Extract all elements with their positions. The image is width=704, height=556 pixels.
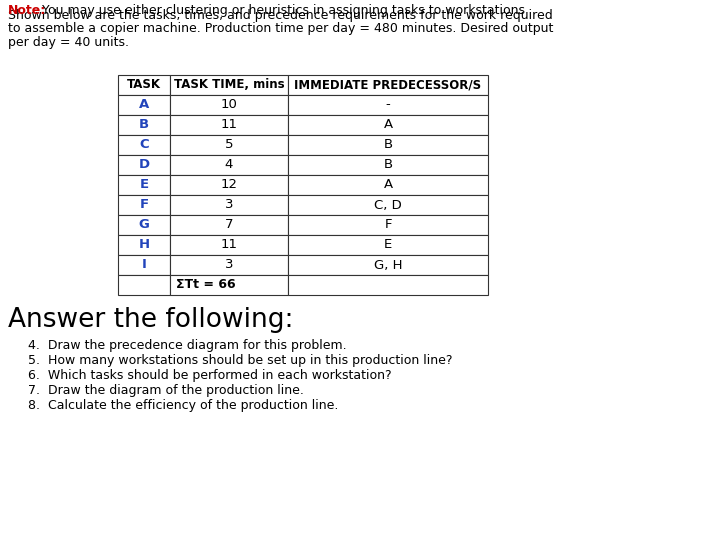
Text: Answer the following:: Answer the following: bbox=[8, 307, 294, 333]
Bar bbox=[118, 75, 170, 95]
Bar bbox=[170, 175, 288, 195]
Bar bbox=[170, 75, 288, 95]
Bar bbox=[118, 235, 170, 255]
Text: A: A bbox=[384, 178, 393, 191]
Text: I: I bbox=[142, 259, 146, 271]
Bar bbox=[288, 175, 488, 195]
Bar bbox=[170, 135, 288, 155]
Text: F: F bbox=[384, 219, 391, 231]
Text: G: G bbox=[139, 219, 149, 231]
Bar bbox=[170, 115, 288, 135]
Text: ΣTt = 66: ΣTt = 66 bbox=[176, 279, 236, 291]
Text: 6.  Which tasks should be performed in each workstation?: 6. Which tasks should be performed in ea… bbox=[28, 369, 391, 382]
Bar bbox=[288, 235, 488, 255]
Text: A: A bbox=[139, 98, 149, 112]
Bar bbox=[170, 155, 288, 175]
Text: to assemble a copier machine. Production time per day = 480 minutes. Desired out: to assemble a copier machine. Production… bbox=[8, 22, 553, 35]
Text: A: A bbox=[384, 118, 393, 132]
Bar bbox=[118, 135, 170, 155]
Text: 4.  Draw the precedence diagram for this problem.: 4. Draw the precedence diagram for this … bbox=[28, 339, 346, 352]
Text: -: - bbox=[386, 98, 391, 112]
Text: 4: 4 bbox=[225, 158, 233, 171]
Bar bbox=[170, 195, 288, 215]
Text: C: C bbox=[139, 138, 149, 151]
Bar bbox=[288, 255, 488, 275]
Bar bbox=[288, 275, 488, 295]
Text: 11: 11 bbox=[220, 239, 237, 251]
Text: 3: 3 bbox=[225, 259, 233, 271]
Bar bbox=[170, 95, 288, 115]
Text: G, H: G, H bbox=[374, 259, 402, 271]
Bar bbox=[118, 275, 170, 295]
Text: 7.  Draw the diagram of the production line.: 7. Draw the diagram of the production li… bbox=[28, 384, 304, 397]
Text: 10: 10 bbox=[220, 98, 237, 112]
Text: 12: 12 bbox=[220, 178, 237, 191]
Bar bbox=[118, 155, 170, 175]
Bar bbox=[118, 95, 170, 115]
Text: 5.  How many workstations should be set up in this production line?: 5. How many workstations should be set u… bbox=[28, 354, 453, 367]
Bar bbox=[288, 135, 488, 155]
Bar bbox=[118, 115, 170, 135]
Text: 7: 7 bbox=[225, 219, 233, 231]
Bar bbox=[118, 215, 170, 235]
Bar bbox=[170, 235, 288, 255]
Bar bbox=[170, 275, 288, 295]
Text: Shown below are the tasks, times, and precedence requirements for the work requi: Shown below are the tasks, times, and pr… bbox=[8, 9, 553, 22]
Bar bbox=[288, 75, 488, 95]
Text: B: B bbox=[384, 138, 393, 151]
Text: B: B bbox=[139, 118, 149, 132]
Text: Note:: Note: bbox=[8, 4, 46, 17]
Text: IMMEDIATE PREDECESSOR/S: IMMEDIATE PREDECESSOR/S bbox=[294, 78, 482, 92]
Bar bbox=[170, 255, 288, 275]
Text: 3: 3 bbox=[225, 198, 233, 211]
Text: H: H bbox=[139, 239, 149, 251]
Bar bbox=[170, 215, 288, 235]
Text: 8.  Calculate the efficiency of the production line.: 8. Calculate the efficiency of the produ… bbox=[28, 399, 339, 412]
Bar bbox=[288, 195, 488, 215]
Bar bbox=[288, 155, 488, 175]
Bar bbox=[288, 115, 488, 135]
Bar bbox=[288, 95, 488, 115]
Text: E: E bbox=[139, 178, 149, 191]
Text: 5: 5 bbox=[225, 138, 233, 151]
Bar bbox=[118, 195, 170, 215]
Bar bbox=[118, 255, 170, 275]
Text: E: E bbox=[384, 239, 392, 251]
Bar bbox=[118, 175, 170, 195]
Text: C, D: C, D bbox=[374, 198, 402, 211]
Bar bbox=[288, 215, 488, 235]
Text: B: B bbox=[384, 158, 393, 171]
Text: per day = 40 units.: per day = 40 units. bbox=[8, 36, 129, 49]
Text: F: F bbox=[139, 198, 149, 211]
Text: TASK TIME, mins: TASK TIME, mins bbox=[174, 78, 284, 92]
Text: You may use either clustering or heuristics in assigning tasks to workstations: You may use either clustering or heurist… bbox=[38, 4, 525, 17]
Text: 11: 11 bbox=[220, 118, 237, 132]
Text: TASK: TASK bbox=[127, 78, 161, 92]
Text: D: D bbox=[139, 158, 149, 171]
